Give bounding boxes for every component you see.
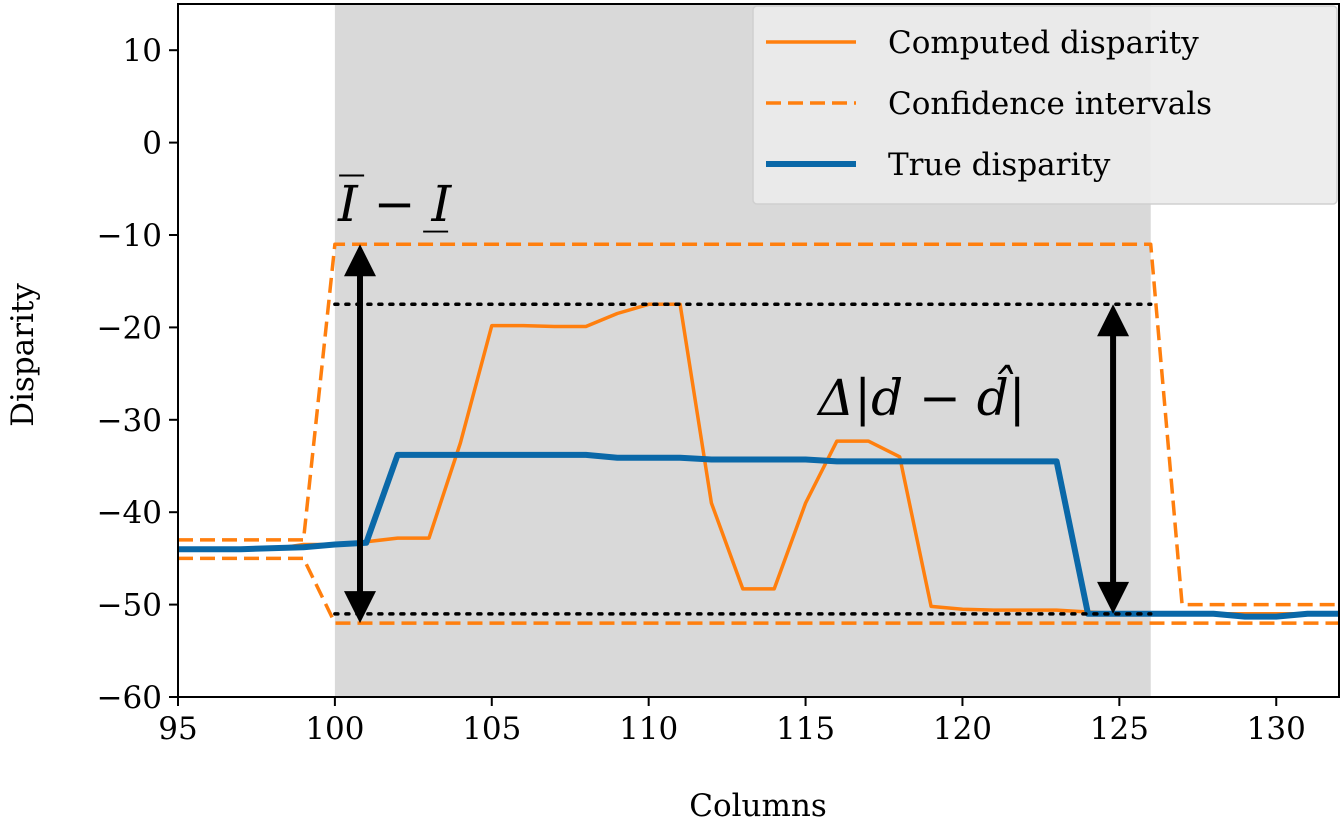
legend-label-0: Computed disparity xyxy=(888,25,1199,61)
plot-frame xyxy=(177,3,1340,698)
arrow-head-up xyxy=(343,244,376,277)
ticks-layer: 95 100 105 110 115 120 125 130100−10−20−30−40−5… xyxy=(97,33,1306,747)
y-tick-label: −50 xyxy=(97,588,162,624)
arrows-layer xyxy=(343,244,1130,624)
annotations-layer: I̅ − I̲ Δ|d − d̂| xyxy=(337,174,1026,427)
y-tick-label: −40 xyxy=(97,495,162,531)
arrow-head-up xyxy=(1097,304,1130,337)
series-layer xyxy=(178,242,1339,625)
annotation-interval-width: I̅ − I̲ xyxy=(337,174,452,233)
reference-lines-layer xyxy=(333,302,1153,616)
legend: Computed disparity Confidence intervals Tr… xyxy=(752,5,1338,205)
x-axis-label: Columns xyxy=(689,788,827,822)
legend-label-1: Confidence intervals xyxy=(888,86,1212,122)
x-tick-label: 95 xyxy=(158,711,197,747)
double-arrow-0 xyxy=(343,244,376,624)
arrow-head-down xyxy=(1097,581,1130,614)
x-tick-label: 130 xyxy=(1247,711,1306,747)
x-tick-label: 125 xyxy=(1090,711,1149,747)
y-tick-label: −30 xyxy=(97,403,162,439)
legend-label-2: True disparity xyxy=(888,147,1111,183)
y-tick-label: −60 xyxy=(97,680,162,716)
y-tick-label: 10 xyxy=(123,33,162,69)
x-tick-label: 100 xyxy=(305,711,364,747)
x-tick-label: 115 xyxy=(776,711,835,747)
legend-box xyxy=(752,5,1338,205)
arrow-head-down xyxy=(343,591,376,624)
y-tick-label: 0 xyxy=(142,126,162,162)
annotation-error-delta: Δ|d − d̂| xyxy=(816,363,1026,427)
x-tick-label: 110 xyxy=(619,711,678,747)
x-tick-label: 120 xyxy=(933,711,992,747)
x-tick-label: 105 xyxy=(462,711,521,747)
y-tick-label: −10 xyxy=(97,218,162,254)
y-axis-label: Disparity xyxy=(5,283,41,427)
double-arrow-1 xyxy=(1097,304,1130,614)
series-line-3 xyxy=(178,451,1339,620)
series-line-2 xyxy=(178,556,1339,625)
y-tick-label: −20 xyxy=(97,310,162,346)
